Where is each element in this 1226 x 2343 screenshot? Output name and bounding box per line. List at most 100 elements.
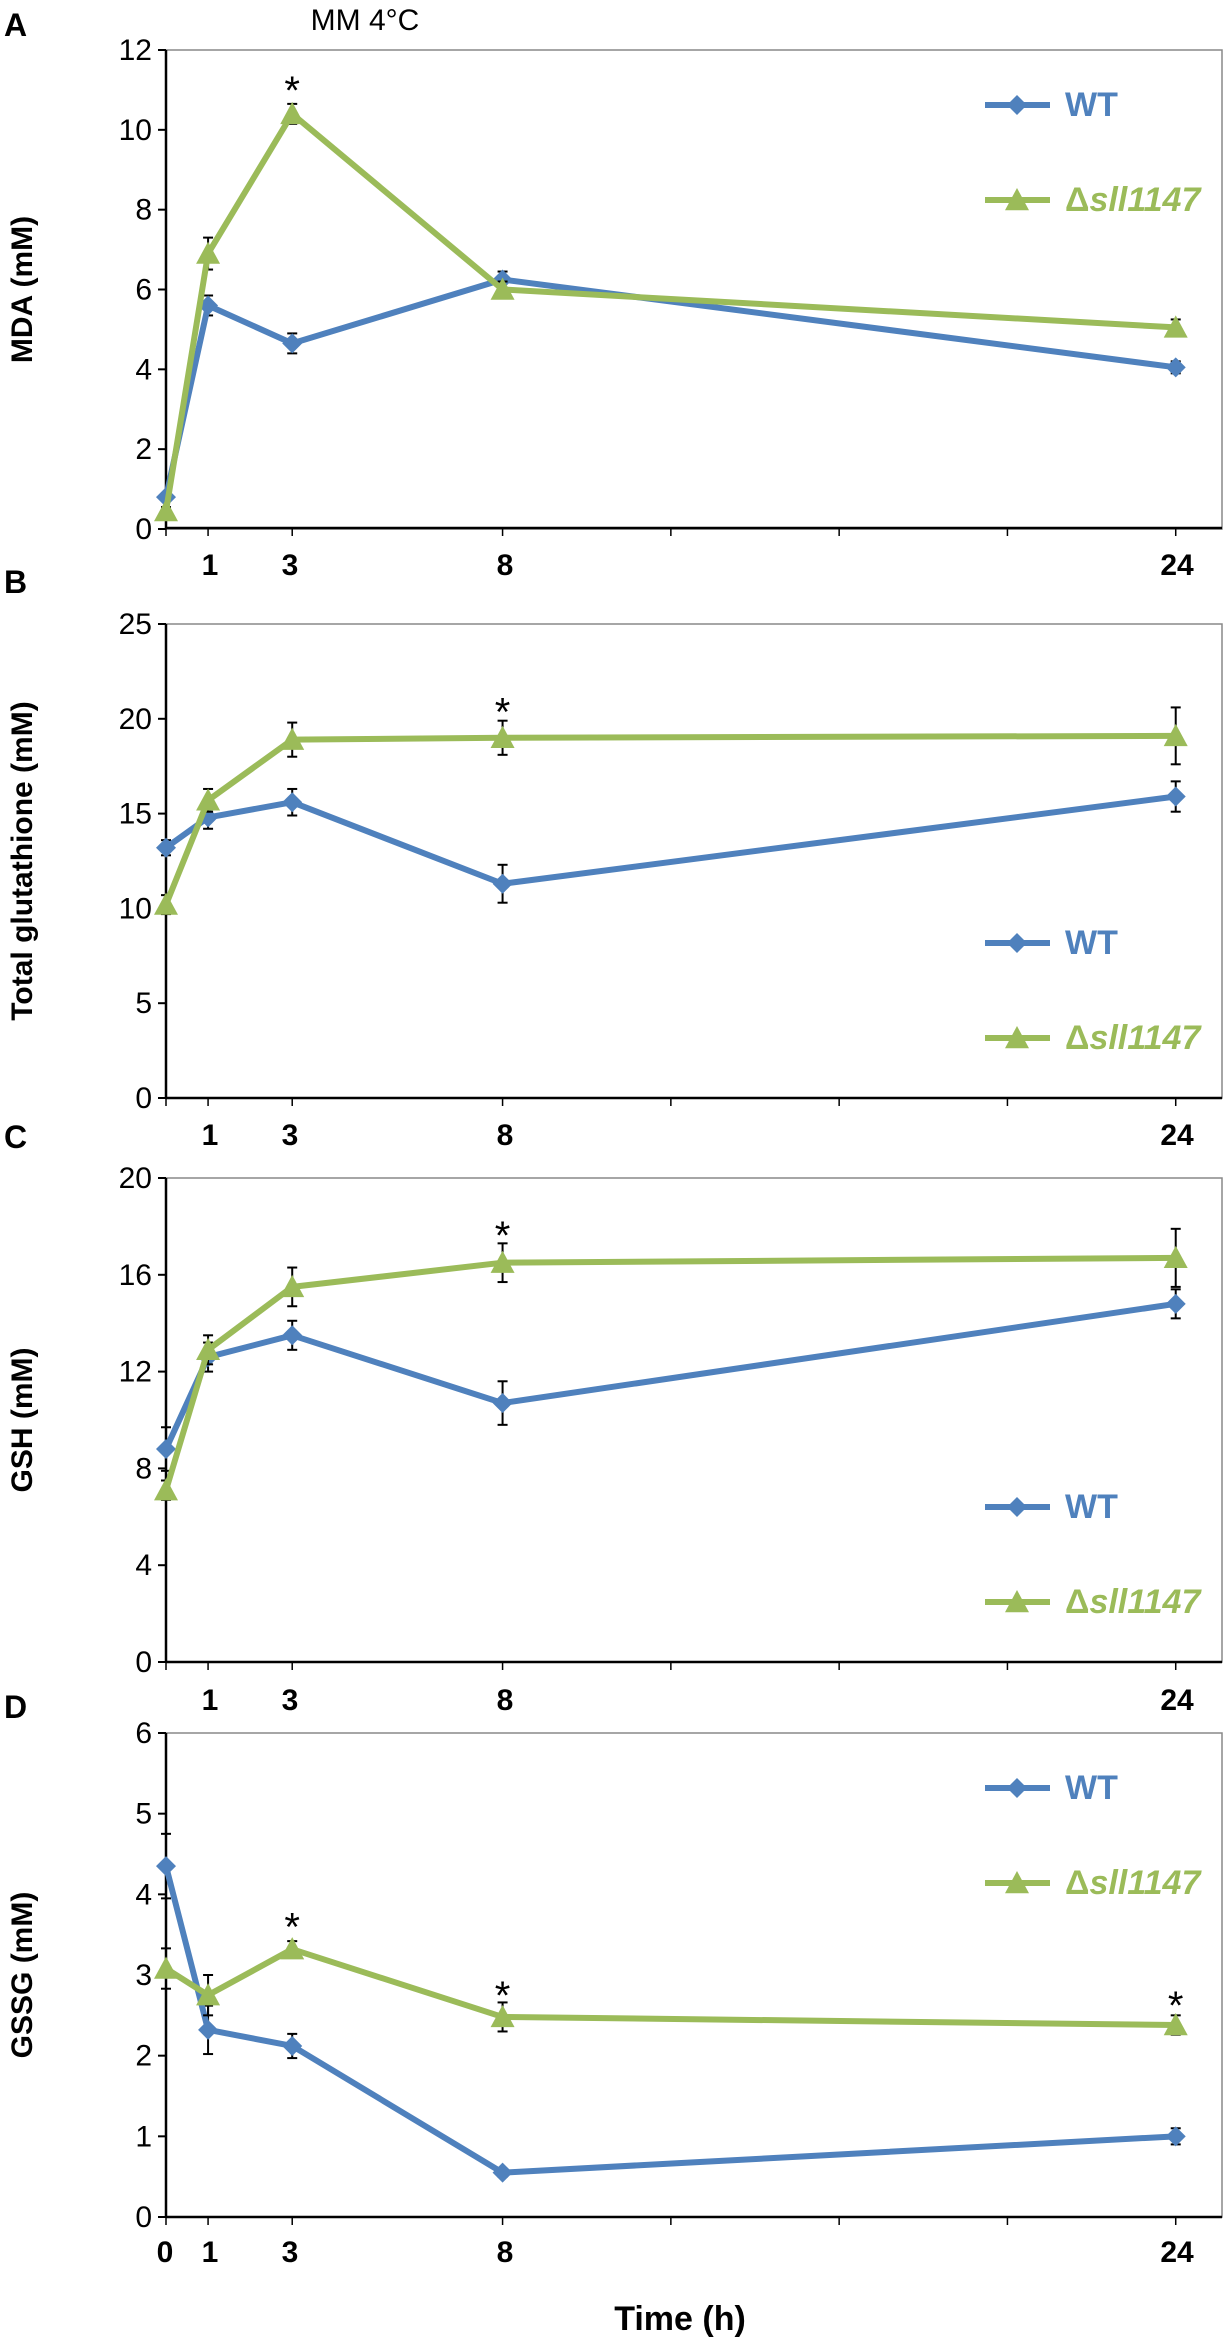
- y-tick-label: 5: [135, 1798, 152, 1831]
- data-point: [156, 1439, 176, 1460]
- series-line: [164, 1946, 1176, 2029]
- y-tick-label: 4: [135, 1878, 152, 1911]
- data-point: [280, 1274, 305, 1298]
- legend-marker: [1005, 1026, 1029, 1049]
- legend-marker: [1007, 1778, 1027, 1798]
- significance-marker: *: [284, 1906, 300, 1950]
- x-tick-label: 1: [202, 2236, 219, 2269]
- panel-letter: D: [4, 1689, 27, 1725]
- y-tick-label: 20: [119, 1162, 152, 1195]
- y-tick-label: 0: [135, 513, 152, 546]
- data-point: [1163, 1245, 1188, 1269]
- x-tick-label: 1: [202, 1684, 219, 1717]
- legend-label: WT: [1065, 924, 1118, 962]
- y-tick-label: 2: [135, 2040, 152, 2073]
- significance-marker: *: [495, 1974, 511, 2018]
- legend-marker: [1007, 1497, 1027, 1517]
- legend-label-prefix: Δ: [1065, 1019, 1089, 1057]
- y-tick-label: 6: [135, 274, 152, 307]
- data-point: [196, 1983, 221, 2006]
- data-point: [280, 101, 305, 125]
- y-axis-label: Total glutathione (mM): [6, 701, 39, 1020]
- plot-area: [165, 1177, 1223, 1663]
- data-point: [154, 499, 178, 522]
- legend: WT Δsll1147: [985, 924, 1202, 1057]
- y-tick-label: 8: [135, 194, 152, 227]
- series-line: [163, 732, 1176, 906]
- legend-label-italic: sll1147: [1089, 181, 1202, 219]
- series-line: [163, 1300, 1177, 1451]
- series-line: [164, 793, 1177, 887]
- panel-letter: A: [4, 7, 27, 43]
- data-point: [1163, 723, 1188, 747]
- y-tick-label: 10: [119, 892, 152, 925]
- legend-label: Δsll1147: [1065, 1583, 1202, 1621]
- legend-label-italic: sll1147: [1089, 1583, 1202, 1621]
- series-wt: [156, 269, 1186, 508]
- data-point: [198, 2019, 219, 2040]
- figure-title: MM 4°C: [311, 4, 420, 37]
- series-line: [163, 276, 1177, 498]
- legend-label: WT: [1065, 86, 1118, 124]
- y-axis-label: GSH (mM): [6, 1348, 39, 1493]
- data-point: [282, 792, 303, 813]
- series-mutant: [154, 1227, 1188, 1501]
- plot-area: [165, 49, 1223, 530]
- y-tick-label: 0: [135, 2201, 152, 2234]
- x-tick-label: 1: [202, 1119, 219, 1152]
- data-point: [196, 1337, 221, 1361]
- legend-label-italic: sll1147: [1089, 1019, 1202, 1057]
- data-point: [282, 333, 303, 354]
- x-tick-label: 1: [202, 549, 219, 582]
- data-point: [154, 1478, 178, 1501]
- legend-marker: [1005, 1871, 1029, 1894]
- legend-label: Δsll1147: [1065, 1864, 1202, 1902]
- y-tick-label: 6: [135, 1717, 152, 1750]
- legend-label-italic: sll1147: [1089, 1864, 1202, 1902]
- x-tick-label: 24: [1160, 549, 1194, 582]
- y-tick-label: 2: [135, 433, 152, 466]
- legend-label: Δsll1147: [1065, 1019, 1202, 1057]
- x-tick-label: 24: [1160, 1684, 1194, 1717]
- x-tick-label: 3: [282, 1119, 299, 1152]
- series-wt: [156, 1288, 1186, 1472]
- data-point: [1163, 315, 1188, 338]
- y-tick-label: 3: [135, 1959, 152, 1992]
- significance-marker: *: [495, 690, 511, 734]
- x-tick-label: 3: [282, 2236, 299, 2269]
- data-point: [490, 2004, 515, 2028]
- x-tick-label: 24: [1160, 1119, 1194, 1152]
- x-tick-label: 3: [282, 1684, 299, 1717]
- legend-marker: [1005, 1590, 1029, 1613]
- legend-marker: [1007, 95, 1027, 115]
- data-point: [196, 788, 221, 811]
- y-tick-label: 12: [119, 34, 152, 67]
- y-axis-label: GSSG (mM): [6, 1892, 39, 2059]
- y-tick-label: 10: [119, 114, 152, 147]
- panel-letter: C: [4, 1119, 27, 1155]
- x-tick-label: 8: [497, 1119, 514, 1152]
- data-point: [492, 2162, 513, 2183]
- legend-marker: [1005, 188, 1029, 211]
- series-wt: [156, 1832, 1186, 2183]
- significance-marker: *: [284, 69, 300, 113]
- y-tick-label: 12: [119, 1356, 152, 1389]
- panel-b: B 0 5 10 15 20 25 Total glutathione (mM) 1 3 8 24 * W…: [4, 564, 1223, 1152]
- data-point: [490, 277, 515, 300]
- series-line: [163, 110, 1176, 512]
- data-point: [1165, 357, 1186, 378]
- data-point: [154, 892, 178, 915]
- x-tick-label: 8: [497, 549, 514, 582]
- data-point: [1165, 786, 1186, 807]
- series-mutant: [154, 101, 1188, 522]
- data-point: [490, 1250, 515, 1273]
- legend-label: WT: [1065, 1769, 1118, 1807]
- y-tick-label: 15: [119, 798, 152, 831]
- legend: WT Δsll1147: [985, 1769, 1202, 1902]
- legend: WT Δsll1147: [985, 86, 1202, 219]
- panel-c: C 0 4 8 12 16 20 GSH (mM) 1 3 8 24 * WT Δsll1147: [4, 1119, 1223, 1717]
